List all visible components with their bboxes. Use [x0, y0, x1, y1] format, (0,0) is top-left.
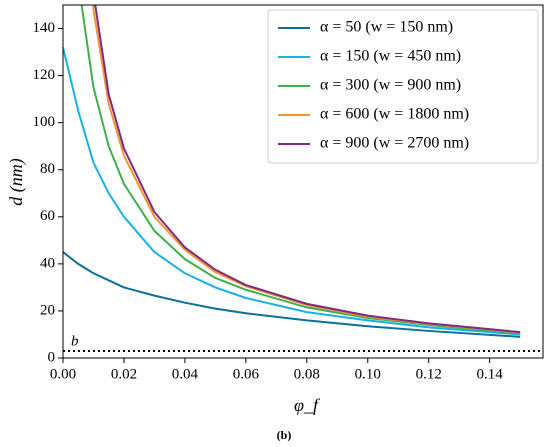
y-tick-label: 0: [48, 349, 56, 365]
x-tick-label: 0.12: [416, 366, 442, 382]
y-tick-label: 60: [40, 208, 55, 224]
legend-box: [267, 9, 539, 164]
legend-label: α = 900 (w = 2700 nm): [320, 135, 469, 152]
y-tick-label: 120: [33, 67, 56, 83]
x-tick-label: 0.14: [477, 366, 504, 382]
x-axis-label: φ_f: [294, 395, 321, 415]
y-tick-label: 140: [33, 20, 56, 36]
x-tick-label: 0.06: [233, 366, 260, 382]
legend-label: α = 300 (w = 900 nm): [320, 77, 461, 94]
x-tick-label: 0.02: [111, 366, 137, 382]
plot-area: [63, 5, 521, 338]
caption: (b): [277, 428, 292, 442]
y-axis-label: d (nm): [6, 158, 27, 206]
legend-label: α = 50 (w = 150 nm): [320, 19, 453, 36]
series-line: [94, 5, 521, 334]
y-tick-label: 40: [40, 255, 55, 271]
series-line: [63, 251, 521, 338]
x-tick-label: 0.10: [355, 366, 381, 382]
legend-label: α = 600 (w = 1800 nm): [320, 106, 469, 123]
series-line: [63, 47, 521, 336]
x-tick-label: 0.08: [294, 366, 320, 382]
y-tick-label: 100: [33, 114, 56, 130]
y-tick-label: 80: [40, 161, 55, 177]
y-tick-label: 20: [40, 302, 55, 318]
x-tick-label: 0.00: [50, 366, 76, 382]
legend-label: α = 150 (w = 450 nm): [320, 48, 461, 65]
x-tick-label: 0.04: [172, 366, 199, 382]
axes-frame: [62, 4, 544, 359]
series-line: [92, 5, 521, 334]
series-line: [80, 5, 521, 335]
reference-label: b: [71, 333, 79, 349]
